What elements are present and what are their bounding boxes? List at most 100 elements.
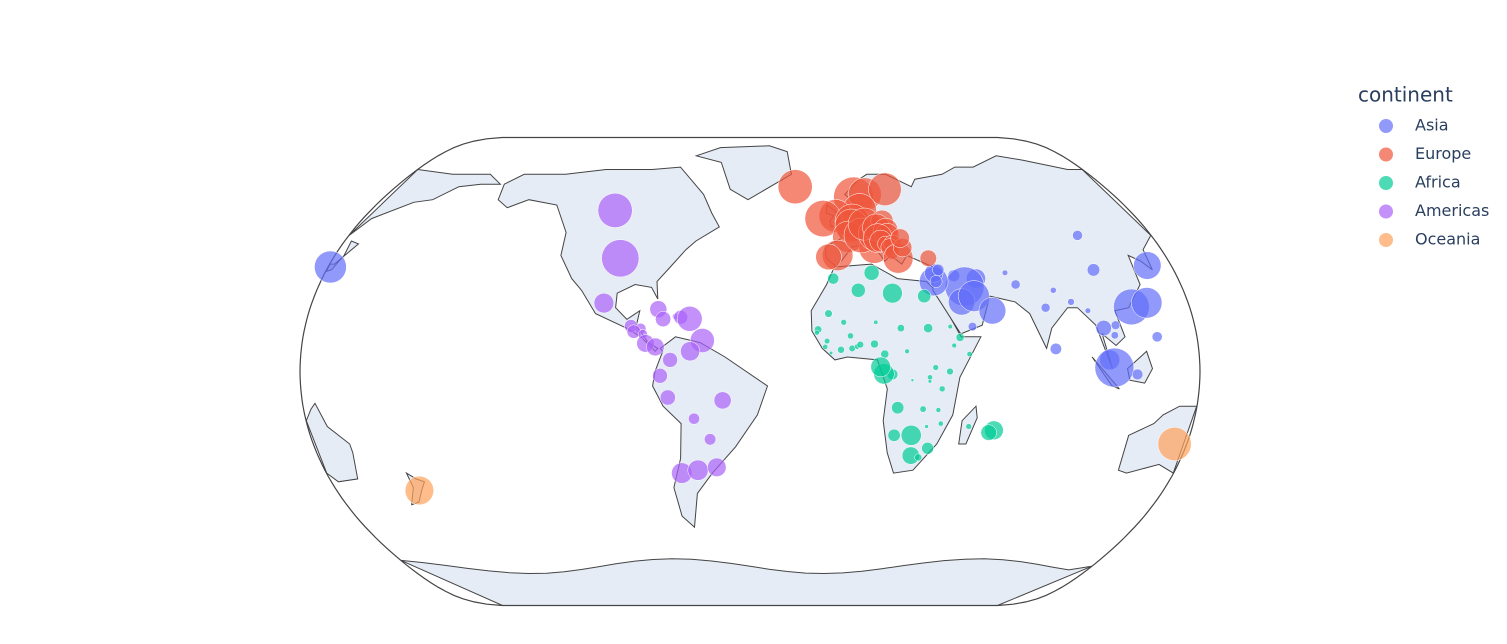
bubble — [815, 243, 842, 271]
bubble — [927, 374, 933, 381]
bubble — [1094, 347, 1135, 388]
bubble — [601, 239, 640, 278]
legend-label: Europe — [1415, 144, 1471, 163]
bubble — [924, 424, 929, 429]
legend-item[interactable]: Oceania — [1379, 230, 1480, 249]
land-shape — [810, 263, 982, 474]
legend: Asia Europe Africa Americas Oceania — [1379, 116, 1489, 249]
bubble — [837, 346, 845, 354]
bubble — [870, 356, 891, 378]
bubble — [921, 442, 934, 455]
bubble — [1131, 368, 1144, 381]
bubble — [1110, 331, 1119, 340]
bubble — [980, 424, 997, 441]
bubble — [914, 453, 923, 462]
bubble — [1050, 287, 1057, 294]
bubble — [891, 401, 905, 415]
bubble — [967, 322, 978, 332]
legend-marker — [1379, 147, 1393, 162]
bubble — [938, 385, 946, 393]
bubble — [777, 169, 813, 205]
land-shape — [305, 402, 359, 483]
bubble — [917, 289, 932, 304]
bubble — [687, 459, 709, 481]
bubble — [935, 407, 942, 413]
bubble — [890, 228, 910, 248]
bubble — [927, 379, 933, 384]
bubble — [896, 324, 905, 333]
bubble — [1049, 342, 1062, 355]
legend-label: Americas — [1415, 201, 1489, 220]
bubble — [1084, 307, 1091, 314]
legend-item[interactable]: Americas — [1379, 201, 1489, 220]
bubble — [314, 250, 347, 284]
bubble — [932, 364, 939, 371]
bubble — [965, 423, 972, 430]
bubble — [1040, 302, 1051, 313]
bubble — [978, 297, 1007, 325]
legend-marker — [1379, 204, 1393, 219]
bubble — [404, 475, 434, 506]
bubble — [1086, 263, 1101, 277]
bubble — [597, 192, 633, 228]
bubble — [1067, 298, 1075, 306]
bubble — [850, 282, 866, 298]
legend-label: Asia — [1415, 116, 1449, 135]
bubble — [824, 338, 831, 345]
bubble — [947, 324, 953, 330]
legend-title: continent — [1358, 83, 1453, 107]
bubble — [704, 433, 717, 446]
bubble — [688, 412, 700, 425]
bubble — [1110, 320, 1121, 330]
bubble — [932, 263, 945, 276]
bubble — [900, 424, 922, 446]
legend-label: Africa — [1415, 173, 1461, 192]
markers — [314, 169, 1192, 506]
bubble — [1095, 320, 1112, 337]
legend-marker — [1379, 176, 1393, 190]
legend-item[interactable]: Africa — [1379, 173, 1461, 192]
legend-marker — [1379, 119, 1393, 133]
bubble — [1157, 427, 1192, 461]
bubble — [829, 350, 834, 356]
bubble — [824, 309, 833, 318]
bubble — [929, 275, 943, 288]
bubble — [655, 311, 672, 328]
antarctica — [400, 558, 1092, 606]
bubble — [1151, 331, 1163, 343]
bubble — [680, 341, 700, 362]
bubble — [713, 391, 732, 410]
bubble — [946, 367, 954, 376]
legend-item[interactable]: Europe — [1379, 144, 1471, 163]
bubble — [955, 333, 965, 342]
bubble — [910, 378, 915, 382]
land-shape — [348, 168, 502, 236]
bubble — [870, 339, 879, 349]
bubble — [1072, 230, 1083, 241]
bubble — [593, 292, 615, 314]
bubble — [951, 342, 957, 349]
bubble — [873, 319, 879, 325]
bubble — [919, 249, 937, 267]
bubble — [919, 405, 927, 413]
bubble — [840, 319, 847, 326]
legend-marker — [1379, 233, 1393, 247]
bubble — [863, 264, 880, 281]
bubble — [662, 352, 678, 368]
bubble — [1010, 279, 1021, 290]
bubble — [822, 344, 829, 350]
legend-item[interactable]: Asia — [1379, 116, 1449, 135]
bubble — [646, 337, 665, 357]
bubble — [847, 332, 854, 340]
bubble — [966, 351, 973, 358]
bubble — [1001, 269, 1009, 276]
bubble — [1131, 287, 1163, 319]
bubble — [882, 283, 903, 304]
bubble — [1133, 251, 1162, 280]
bubble — [814, 329, 820, 336]
bubble — [707, 457, 727, 477]
bubble — [887, 428, 901, 442]
legend-label: Oceania — [1415, 230, 1480, 249]
